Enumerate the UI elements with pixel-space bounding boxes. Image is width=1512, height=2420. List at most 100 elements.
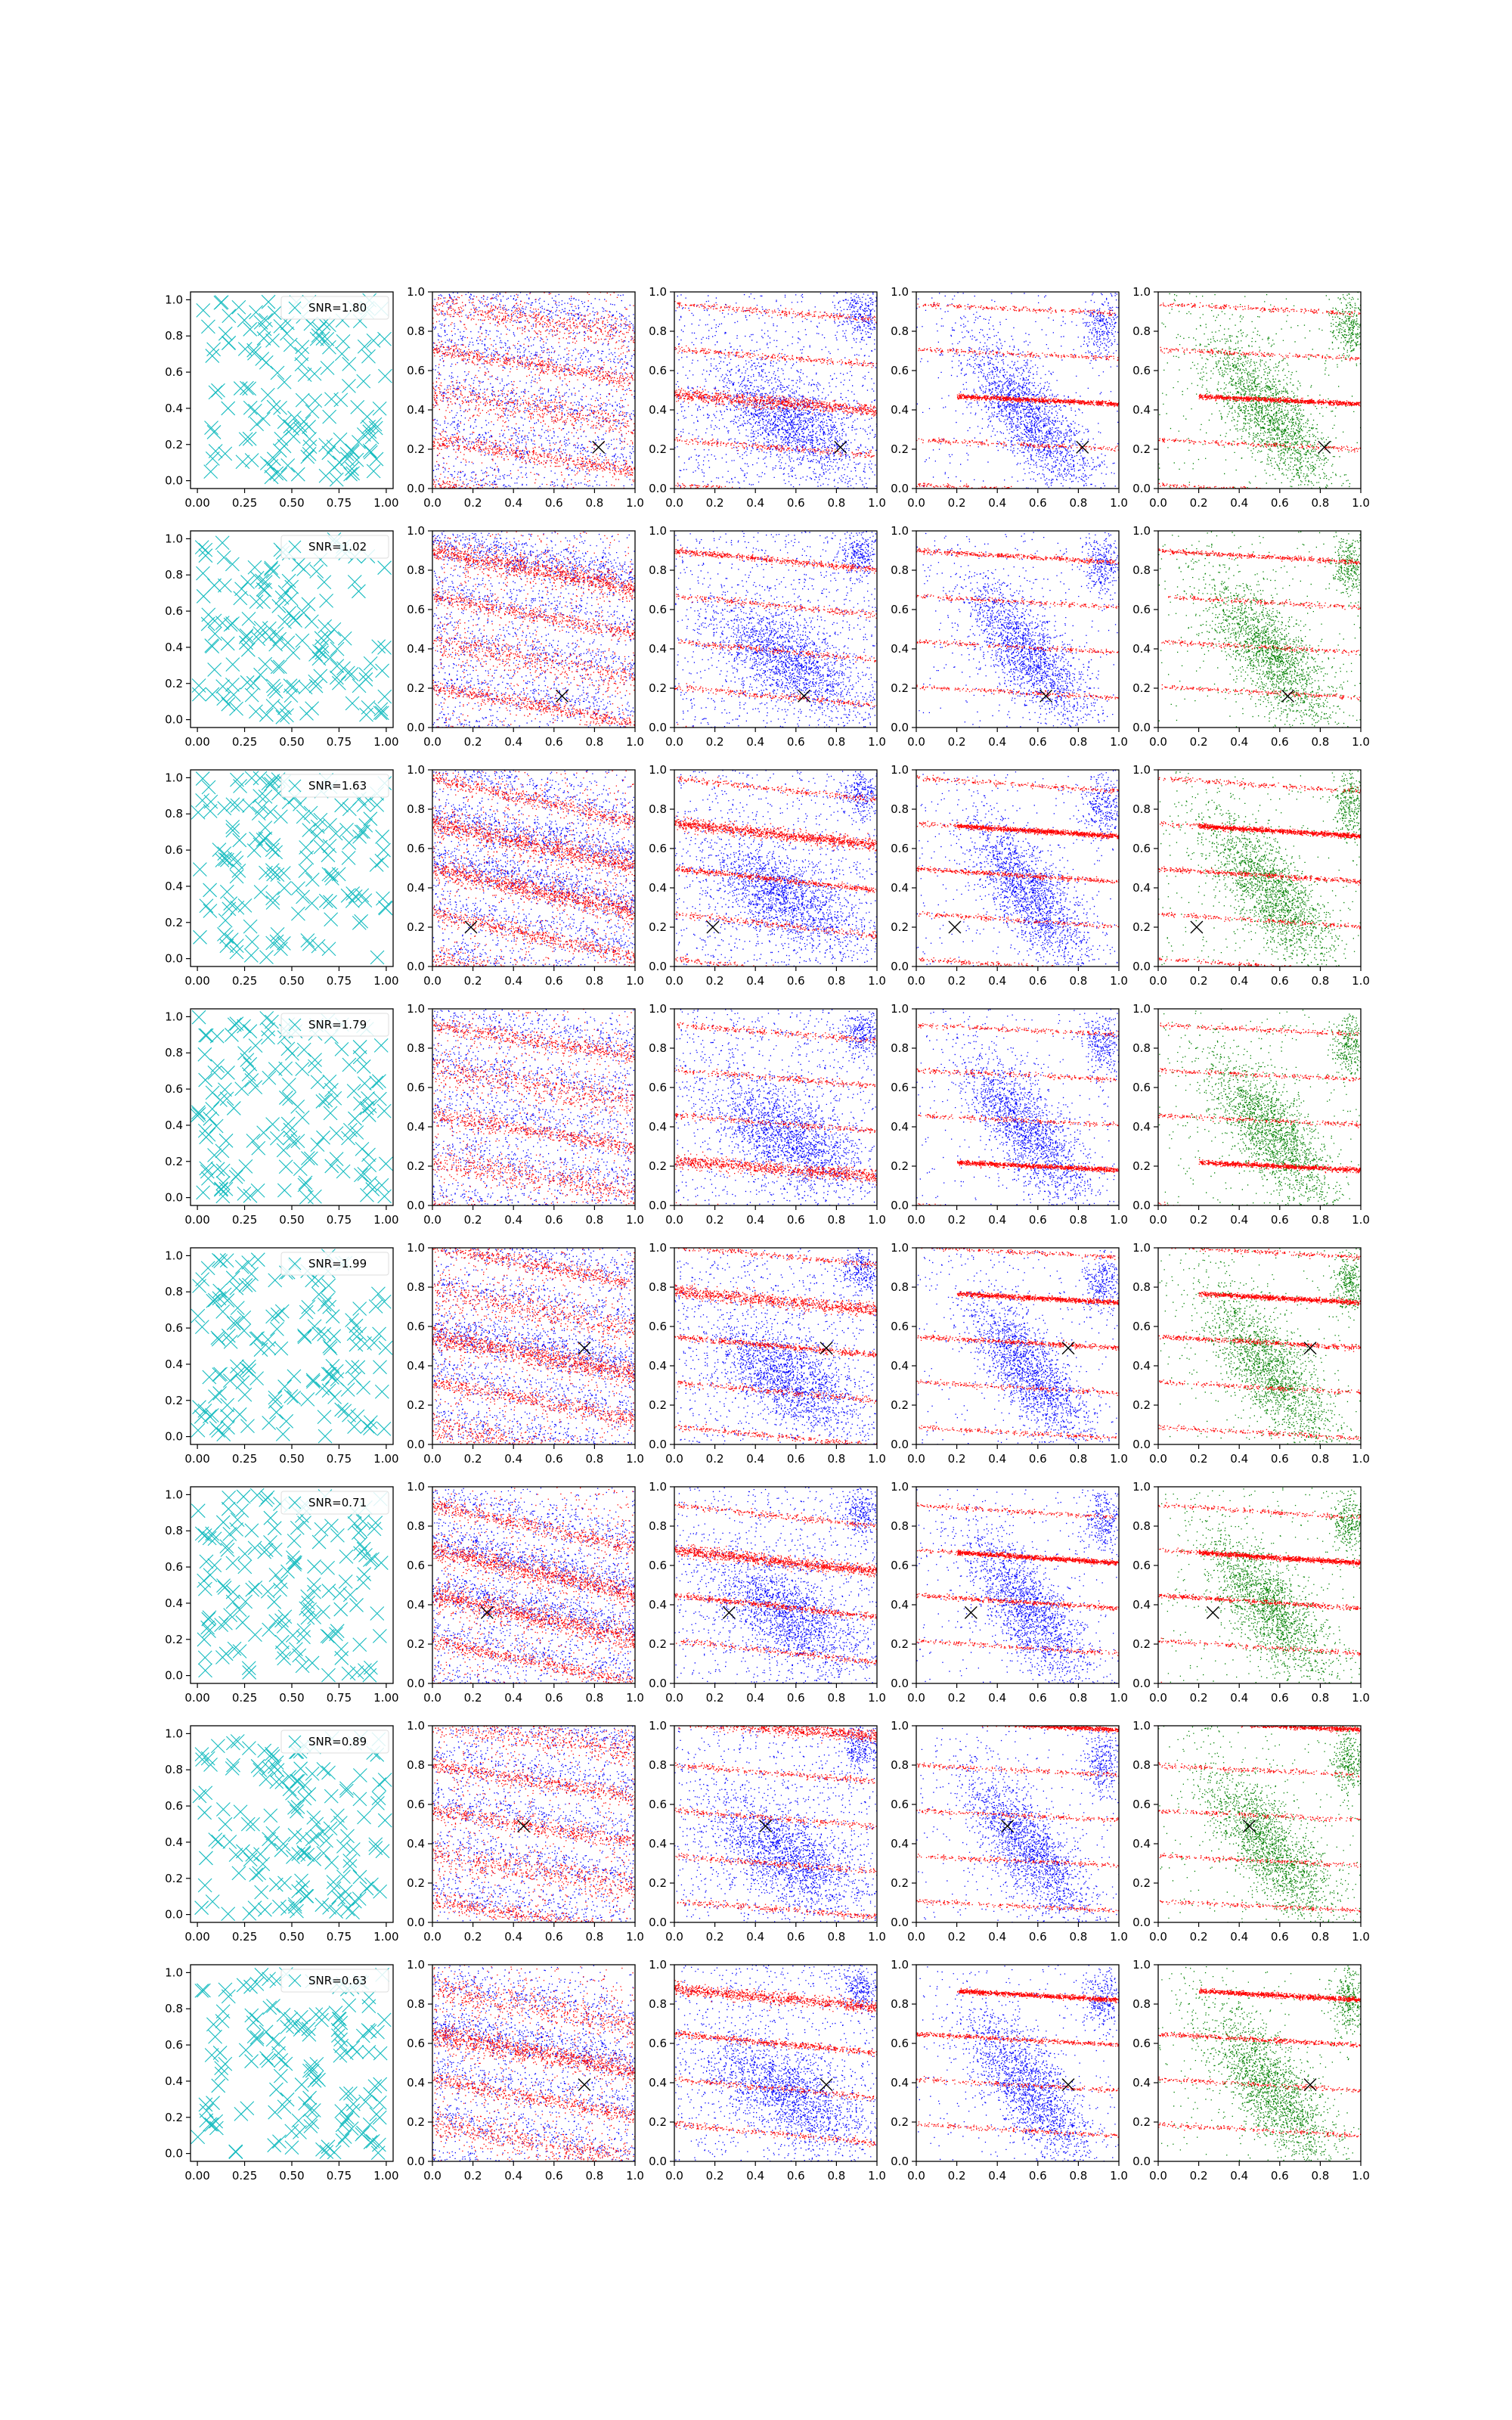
x-marker <box>593 441 605 453</box>
y-tick-label: 0.4 <box>891 642 909 656</box>
x-tick-label: 0.8 <box>827 1213 845 1227</box>
data-point <box>325 1856 339 1869</box>
data-point <box>216 1803 230 1817</box>
data-point <box>286 1786 299 1800</box>
y-tick-label: 1.0 <box>649 524 667 538</box>
data-point <box>265 561 278 575</box>
y-tick-label: 0.0 <box>1132 721 1151 734</box>
x-tick-label: 1.00 <box>373 735 398 749</box>
y-tick-label: 0.4 <box>891 881 909 895</box>
legend: SNR=0.71 <box>281 1491 389 1514</box>
data-point <box>234 591 247 605</box>
data-point <box>262 1031 275 1044</box>
y-tick-label: 0.6 <box>1132 842 1151 855</box>
x-tick-label: 1.0 <box>1110 2169 1128 2183</box>
data-point <box>257 595 271 609</box>
data-point <box>276 710 290 724</box>
data-point <box>240 628 253 642</box>
red-points <box>1158 548 1362 700</box>
x-tick-label: 0.0 <box>665 1452 683 1466</box>
y-tick-label: 1.0 <box>165 293 183 306</box>
y-tick-label: 0.4 <box>407 2076 425 2090</box>
data-point <box>212 1333 225 1346</box>
data-point <box>348 575 361 588</box>
data-point <box>297 563 311 576</box>
x-tick-label: 0.2 <box>706 974 724 988</box>
blue-points <box>432 531 636 728</box>
data-point <box>217 1579 231 1593</box>
x-tick-label: 0.4 <box>504 1930 522 1944</box>
data-point <box>243 1364 256 1377</box>
data-point <box>326 1310 339 1323</box>
y-tick-label: 0.8 <box>891 1758 909 1772</box>
data-point <box>328 1390 342 1404</box>
data-point <box>317 1846 330 1860</box>
data-point <box>277 375 291 389</box>
data-point <box>361 2023 375 2037</box>
data-point <box>325 871 339 885</box>
blue-points <box>432 1488 636 1685</box>
data-point <box>262 1623 276 1637</box>
data-point <box>291 1134 305 1148</box>
point-cloud <box>916 1489 1120 1684</box>
data-point <box>308 1053 322 1067</box>
data-point <box>206 1102 219 1115</box>
y-tick-label: 0.0 <box>165 1908 183 1922</box>
data-point <box>214 1255 228 1268</box>
blue-points <box>916 1489 1120 1684</box>
point-cloud <box>1158 1488 1362 1684</box>
x-tick-label: 1.0 <box>868 1930 886 1944</box>
data-point <box>250 2031 264 2044</box>
data-point <box>199 1851 212 1865</box>
x-tick-label: 0.4 <box>504 2169 522 2183</box>
panel-r7-c5: 0.0 0.2 0.4 0.6 0.8 1.00.00.20.40.60.81.0 <box>1132 1719 1370 1944</box>
data-point <box>198 1806 212 1820</box>
blue-points <box>674 1726 878 1923</box>
data-point <box>233 1603 246 1617</box>
data-point <box>303 440 317 454</box>
x-tick-label: 0.0 <box>665 1691 683 1705</box>
x-marker <box>949 921 961 933</box>
data-point <box>284 592 298 606</box>
data-point <box>268 2139 281 2152</box>
data-point <box>197 303 210 317</box>
data-point <box>248 560 262 574</box>
x-tick-label: 0.4 <box>504 1691 522 1705</box>
data-point <box>267 400 280 414</box>
data-point <box>296 1111 309 1125</box>
y-tick-label: 0.8 <box>649 802 667 816</box>
x-marker <box>1062 2079 1074 2091</box>
y-tick-label: 0.6 <box>407 603 425 616</box>
data-point <box>357 1060 370 1073</box>
y-tick-label: 0.2 <box>165 677 183 690</box>
y-tick-label: 1.0 <box>407 763 425 777</box>
data-point <box>352 1892 366 1906</box>
data-point <box>277 2008 290 2021</box>
panel-r5-c1: SNR=1.990.00 0.25 0.50 0.75 1.000.00.20.40.6… <box>165 1248 398 1466</box>
x-tick-label: 0.0 <box>1149 2169 1167 2183</box>
legend-label: SNR=1.02 <box>308 540 367 554</box>
x-tick-label: 1.0 <box>1352 2169 1370 2183</box>
plot-frame <box>432 1009 635 1205</box>
x-tick-label: 0.8 <box>585 735 603 749</box>
data-point <box>291 882 305 895</box>
data-point <box>221 1294 234 1308</box>
data-point <box>282 1078 296 1091</box>
data-point <box>279 1160 293 1174</box>
y-tick-label: 0.2 <box>165 1155 183 1168</box>
y-tick-label: 0.8 <box>407 1041 425 1055</box>
y-tick-label: 0.2 <box>1132 2115 1151 2129</box>
data-point <box>364 2087 377 2101</box>
y-tick-label: 0.0 <box>649 1438 667 1451</box>
y-tick-label: 0.0 <box>1132 960 1151 973</box>
x-tick-label: 0.0 <box>907 974 925 988</box>
y-tick-label: 0.8 <box>407 1519 425 1533</box>
data-point <box>269 2083 283 2096</box>
data-point <box>299 1305 313 1319</box>
x-tick-label: 0.00 <box>184 1691 209 1705</box>
y-tick-label: 0.2 <box>407 1398 425 1412</box>
panel-r2-c2: 0.0 0.2 0.4 0.6 0.8 1.00.00.20.40.60.81.0 <box>407 524 644 749</box>
data-point <box>231 1734 244 1748</box>
x-tick-label: 0.75 <box>327 1452 352 1466</box>
data-point <box>237 1324 251 1338</box>
